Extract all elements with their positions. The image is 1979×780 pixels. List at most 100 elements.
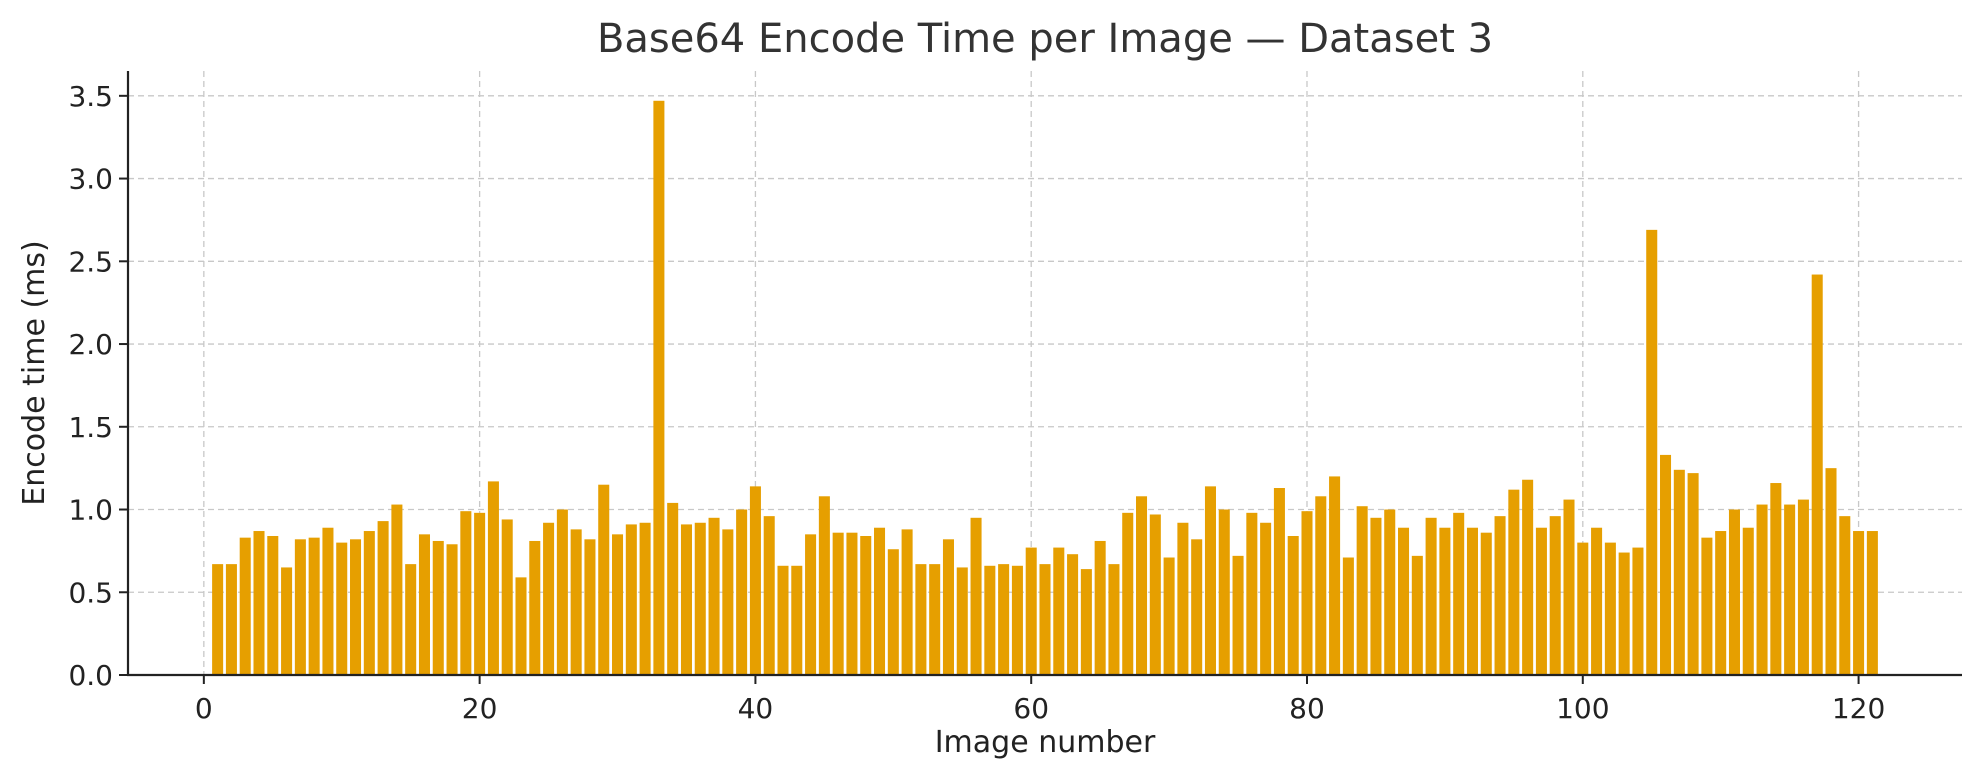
bar — [1039, 564, 1051, 675]
bar — [515, 577, 527, 675]
bar — [1577, 542, 1589, 675]
bar — [998, 564, 1010, 675]
x-tick-label: 120 — [1832, 692, 1885, 725]
bar — [474, 512, 486, 675]
bar — [336, 542, 348, 675]
bar — [1067, 554, 1079, 675]
bar — [1646, 229, 1658, 675]
x-ticks: 0 20 40 60 80 100 120 — [195, 675, 1885, 725]
y-tick-label: 2.5 — [68, 245, 113, 278]
bar — [708, 517, 720, 675]
bar — [584, 539, 596, 675]
bar — [680, 524, 692, 675]
bar — [391, 504, 403, 675]
bar — [1784, 504, 1796, 675]
bar — [1660, 454, 1672, 675]
bar — [1398, 527, 1410, 675]
bar — [1797, 499, 1809, 675]
bar — [1080, 569, 1092, 675]
bar — [1025, 547, 1037, 675]
bar — [1356, 506, 1368, 675]
x-tick-label: 20 — [462, 692, 498, 725]
bar — [1273, 488, 1285, 675]
bar — [791, 565, 803, 675]
y-tick-label: 0.0 — [68, 659, 113, 692]
axes — [126, 71, 1962, 677]
bar — [915, 564, 927, 675]
x-tick-label: 60 — [1013, 692, 1049, 725]
bar — [1839, 516, 1851, 675]
bar — [225, 564, 237, 675]
bar — [929, 564, 941, 675]
bar — [239, 537, 251, 675]
x-tick-label: 100 — [1556, 692, 1609, 725]
bar — [832, 532, 844, 675]
bar — [1287, 535, 1299, 675]
bar — [874, 527, 886, 675]
bar — [1425, 517, 1437, 675]
bar — [1053, 547, 1065, 675]
bar — [253, 531, 265, 675]
bar — [1715, 531, 1727, 675]
bar — [1342, 557, 1354, 675]
bar — [901, 529, 913, 675]
y-tick-label: 1.5 — [68, 411, 113, 444]
bar — [1122, 512, 1134, 675]
bar — [446, 544, 458, 675]
bar — [846, 532, 858, 675]
chart-title: Base64 Encode Time per Image — Dataset 3 — [597, 16, 1493, 62]
bar — [818, 496, 830, 675]
bar — [1315, 496, 1327, 675]
bar — [1466, 527, 1478, 675]
bar — [1439, 527, 1451, 675]
bar — [1549, 516, 1561, 675]
bar — [432, 540, 444, 675]
bar — [1011, 565, 1023, 675]
bar — [1411, 555, 1423, 675]
bar — [1246, 512, 1258, 675]
bar — [653, 100, 665, 675]
bar — [1494, 516, 1506, 675]
bar — [694, 522, 706, 675]
bar — [570, 529, 582, 675]
bar — [1563, 499, 1575, 675]
bar — [308, 537, 320, 675]
bar — [667, 502, 679, 675]
y-tick-label: 0.5 — [68, 576, 113, 609]
bar — [722, 529, 734, 675]
bar — [1163, 557, 1175, 675]
bar — [1204, 486, 1216, 675]
bar — [736, 509, 748, 675]
bar — [1149, 514, 1161, 675]
bar — [639, 522, 651, 675]
bar — [805, 534, 817, 675]
x-tick-label: 40 — [738, 692, 774, 725]
bar — [212, 564, 224, 675]
bar — [1453, 512, 1465, 675]
bars — [212, 100, 1878, 675]
bar — [377, 521, 389, 675]
bar — [1522, 479, 1534, 675]
bar — [1687, 473, 1699, 675]
bar — [612, 534, 624, 675]
bar — [322, 527, 334, 675]
bar — [1094, 540, 1106, 675]
bar — [860, 535, 872, 675]
bar — [956, 567, 968, 675]
bar — [1673, 469, 1685, 675]
bar — [984, 565, 996, 675]
bar — [418, 534, 430, 675]
bar — [267, 535, 279, 675]
bar — [1480, 532, 1492, 675]
y-tick-label: 3.5 — [68, 80, 113, 113]
bar — [749, 486, 761, 675]
bar — [350, 539, 362, 675]
x-axis-label: Image number — [935, 725, 1156, 760]
bar — [1866, 531, 1878, 675]
bar — [598, 484, 610, 675]
bar — [1191, 539, 1203, 675]
bar — [294, 539, 306, 675]
bar — [1384, 509, 1396, 675]
bar — [1591, 527, 1603, 675]
